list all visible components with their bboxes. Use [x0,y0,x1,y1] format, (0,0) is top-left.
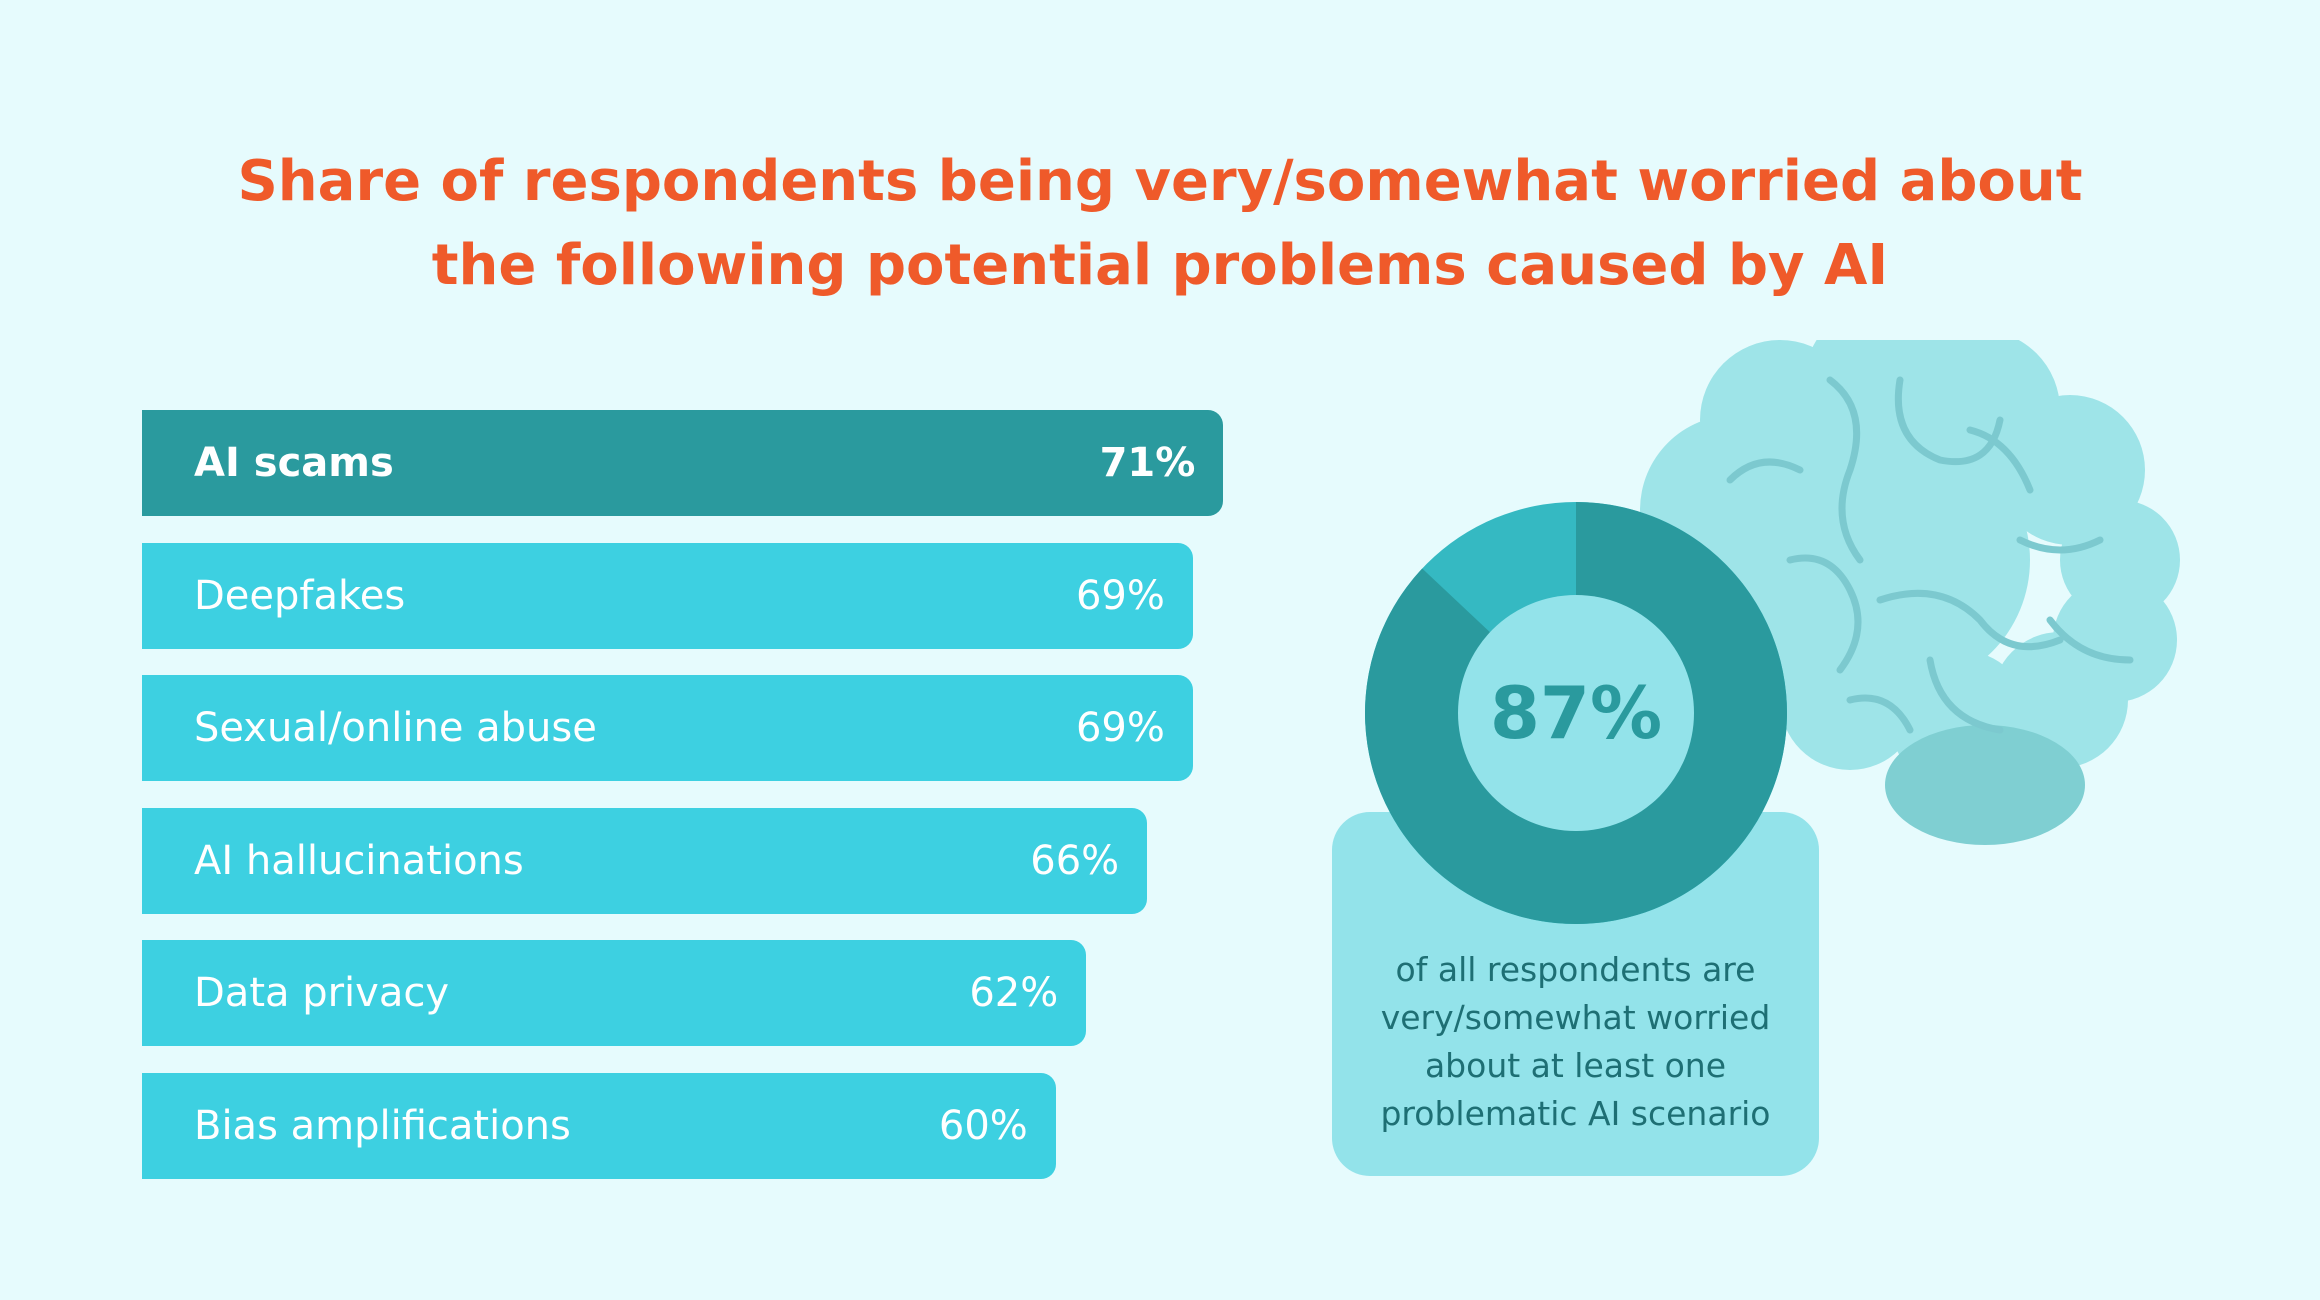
bar-1: Deepfakes 69% [142,542,1193,649]
bar-5: Bias amplifications 60% [142,1072,1056,1179]
summary-caption: of all respondents are very/somewhat wor… [1332,946,1819,1138]
donut-center-value: 87% [1489,671,1663,755]
bar-label-3: AI hallucinations [194,837,524,884]
summary-caption-line-4: problematic AI scenario [1380,1094,1771,1133]
bar-value-3: 66% [1030,837,1120,884]
bar-value-5: 60% [938,1102,1028,1149]
bar-label-2: Sexual/online abuse [194,705,597,751]
donut-hole [1458,595,1694,831]
brain-icon [1640,340,2180,845]
summary-caption-line-1: of all respondents are [1395,950,1756,989]
bar-label-0: AI scams [194,440,394,486]
donut-chart [1365,502,1787,924]
bar-0: AI scams 71% [142,410,1224,516]
summary-caption-line-3: about at least one [1424,1046,1727,1085]
bar-label-5: Bias amplifications [194,1102,571,1149]
chart-title-line-2: the following potential problems caused … [431,233,1889,298]
chart-title: Share of respondents being very/somewhat… [160,140,2160,308]
bar-4: Data privacy 62% [142,940,1087,1046]
bar-label-4: Data privacy [194,970,450,1016]
bar-3: AI hallucinations 66% [142,807,1148,914]
bar-label-1: Deepfakes [194,572,406,619]
chart-title-line-1: Share of respondents being very/somewhat… [237,149,2083,214]
bar-2: Sexual/online abuse 69% [142,675,1193,781]
summary-caption-line-2: very/somewhat worried [1380,998,1771,1037]
bar-value-0: 71% [1099,440,1196,486]
bar-value-1: 69% [1075,572,1165,619]
bar-value-4: 62% [969,970,1059,1016]
bar-value-2: 69% [1075,705,1165,751]
